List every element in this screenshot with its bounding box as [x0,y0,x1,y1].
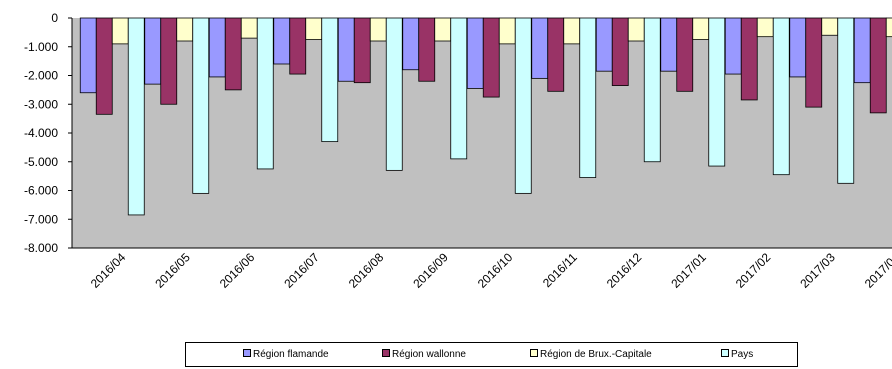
bar-3-2016-09 [434,17,452,42]
bar-2-2016-07 [289,17,307,75]
bar-3-2017-03 [821,17,839,36]
x-tick-label: 2016/10 [475,250,516,291]
y-tick-label: -2.000 [24,69,58,83]
bar-1-2016-06 [208,17,226,78]
bar-4-2016-12 [643,17,661,163]
bar-3-2016-12 [627,17,645,42]
y-tick-label: -5.000 [24,155,58,169]
bar-1-2016-11 [531,17,549,79]
legend-swatch [721,349,729,357]
bar-1-2016-07 [273,17,291,65]
bar-1-2016-10 [466,17,484,89]
bar-1-2016-04 [79,17,97,94]
bar-1-2016-05 [144,17,162,85]
legend-swatch [382,349,390,357]
legend-item: Région wallonne [382,349,466,360]
bar-3-2016-08 [369,17,387,42]
bar-2-2017-03 [805,17,823,108]
bar-2-2016-12 [611,17,629,86]
bar-2-2017-02 [740,17,758,101]
bar-1-2017-04 [853,17,871,84]
legend-item: Région flamande [243,349,329,360]
bar-3-2016-04 [111,17,129,45]
y-tick-label: -4.000 [24,126,58,140]
legend-label: Région wallonne [392,349,466,360]
bar-1-2016-09 [402,17,420,71]
bar-4-2016-10 [514,17,532,194]
y-tick-label: -7.000 [24,212,58,226]
x-tick-label: 2016/04 [88,250,129,291]
x-tick-label: 2017/03 [797,250,838,291]
x-tick-label: 2016/12 [604,250,645,291]
bar-1-2016-12 [595,17,613,72]
bar-4-2016-04 [127,17,145,216]
bar-2-2017-04 [869,17,887,114]
x-tick-label: 2016/06 [217,250,258,291]
bar-4-2016-07 [321,17,339,143]
bar-3-2016-07 [305,17,323,40]
bar-1-2017-01 [660,17,678,72]
y-tick-label: -1.000 [24,40,58,54]
bar-3-2016-06 [240,17,258,39]
bar-2-2016-06 [224,17,242,91]
bar-3-2017-01 [692,17,710,40]
bar-3-2016-11 [563,17,581,45]
x-ticks: 2016/04 2016/05 2016/06 2016/07 2016/08 2016/… [88,250,892,291]
x-tick-label: 2016/07 [281,250,322,291]
bar-3-2016-05 [176,17,194,42]
bar-3-2016-10 [498,17,516,45]
bar-4-2017-01 [708,17,726,167]
bar-4-2017-02 [772,17,790,176]
legend-label: Région de Brux.-Capitale [540,349,652,360]
bar-2-2016-10 [482,17,500,98]
chart: 0 -1.000 -2.000 -3.000 -4.000 -5.000 -6.000 -7.… [24,11,892,291]
bar-4-2016-05 [192,17,210,194]
y-tick-label: -8.000 [24,241,58,255]
x-tick-label: 2017/02 [733,250,774,291]
legend-label: Région flamande [253,349,329,360]
bar-1-2017-02 [724,17,742,75]
x-tick-label: 2017/04 [862,250,892,291]
legend-label: Pays [731,349,754,360]
x-tick-label: 2016/05 [152,250,193,291]
bar-4-2016-09 [450,17,468,160]
bar-4-2016-11 [579,17,597,178]
bar-4-2016-06 [256,17,274,170]
y-tick-label: 0 [51,11,58,25]
x-tick-label: 2016/09 [410,250,451,291]
bar-1-2016-08 [337,17,355,82]
bar-1-2017-03 [789,17,807,78]
y-ticks: 0 -1.000 -2.000 -3.000 -4.000 -5.000 -6.000 -7.… [24,11,72,255]
x-tick-label: 2016/08 [346,250,387,291]
x-tick-label: 2017/01 [668,250,709,291]
bar-3-2017-04 [885,17,892,38]
bar-2-2017-01 [676,17,694,92]
legend-item: Pays [721,349,753,360]
legend-swatch [243,349,251,357]
legend-swatch [530,349,538,357]
legend: Région flamande Région wallonne Région de … [185,342,798,367]
y-tick-label: -3.000 [24,97,58,111]
bar-2-2016-04 [95,17,113,115]
legend-item: Région de Brux.-Capitale [530,349,652,360]
bar-4-2017-03 [837,17,855,184]
bar-2-2016-05 [160,17,178,105]
bar-4-2016-08 [385,17,403,171]
bar-3-2017-02 [756,17,774,38]
bars-group [79,17,892,216]
bar-2-2016-08 [353,17,371,84]
x-tick-label: 2016/11 [540,250,580,290]
bar-2-2016-11 [547,17,565,92]
bar-2-2016-09 [418,17,436,82]
y-tick-label: -6.000 [24,184,58,198]
